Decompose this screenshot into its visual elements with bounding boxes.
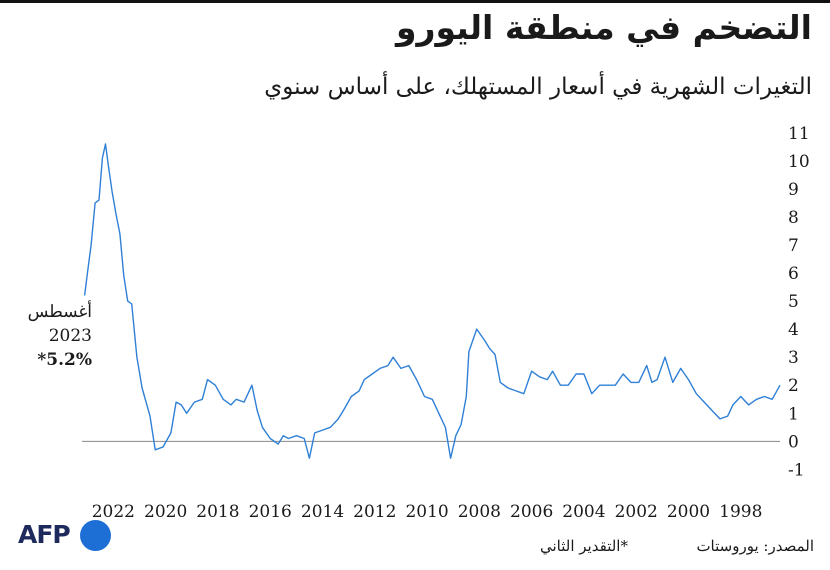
logo-text: AFP <box>18 520 71 549</box>
chart-title: التضخم في منطقة اليورو <box>396 8 812 47</box>
x-tick-label: 2018 <box>196 502 239 522</box>
x-tick-label: 2000 <box>667 502 710 522</box>
y-tick-label: 7 <box>788 236 799 256</box>
y-tick-label: 1 <box>788 404 799 424</box>
y-tick-label: -1 <box>788 460 805 480</box>
source-credit: المصدر: يوروستات <box>696 537 814 555</box>
x-tick-label: 2002 <box>615 502 658 522</box>
y-tick-label: 4 <box>788 320 799 340</box>
x-tick-label: 2006 <box>510 502 553 522</box>
x-tick-label: 2004 <box>562 502 605 522</box>
y-tick-label: 2 <box>788 376 799 396</box>
x-tick-label: 2020 <box>144 502 187 522</box>
x-tick-label: 1998 <box>719 502 762 522</box>
annotation-value: *5.2% <box>37 350 92 370</box>
afp-logo: AFP <box>18 518 113 554</box>
x-tick-label: 2010 <box>405 502 448 522</box>
x-tick-label: 2016 <box>249 502 292 522</box>
x-tick-label: 2022 <box>92 502 135 522</box>
x-tick-label: 2008 <box>458 502 501 522</box>
y-tick-label: 3 <box>788 348 799 368</box>
y-tick-label: 11 <box>788 124 810 144</box>
y-tick-label: 5 <box>788 292 799 312</box>
inflation-series-line <box>83 143 781 459</box>
annotation-year: 2023 <box>48 326 92 346</box>
y-tick-label: 10 <box>788 152 810 172</box>
x-tick-label: 2014 <box>301 502 344 522</box>
footnote: *التقدير الثاني <box>540 537 628 555</box>
annotation-month: أغسطس <box>27 302 92 322</box>
chart-subtitle: التغيرات الشهرية في أسعار المستهلك، على … <box>264 74 812 100</box>
logo-dot <box>80 520 111 551</box>
y-tick-label: 0 <box>788 432 799 452</box>
x-tick-label: 2012 <box>353 502 396 522</box>
y-tick-label: 9 <box>788 180 799 200</box>
y-tick-label: 6 <box>788 264 799 284</box>
top-rule <box>0 0 830 3</box>
latest-value-annotation: أغسطس 2023 *5.2% <box>14 300 92 372</box>
y-tick-label: 8 <box>788 208 799 228</box>
